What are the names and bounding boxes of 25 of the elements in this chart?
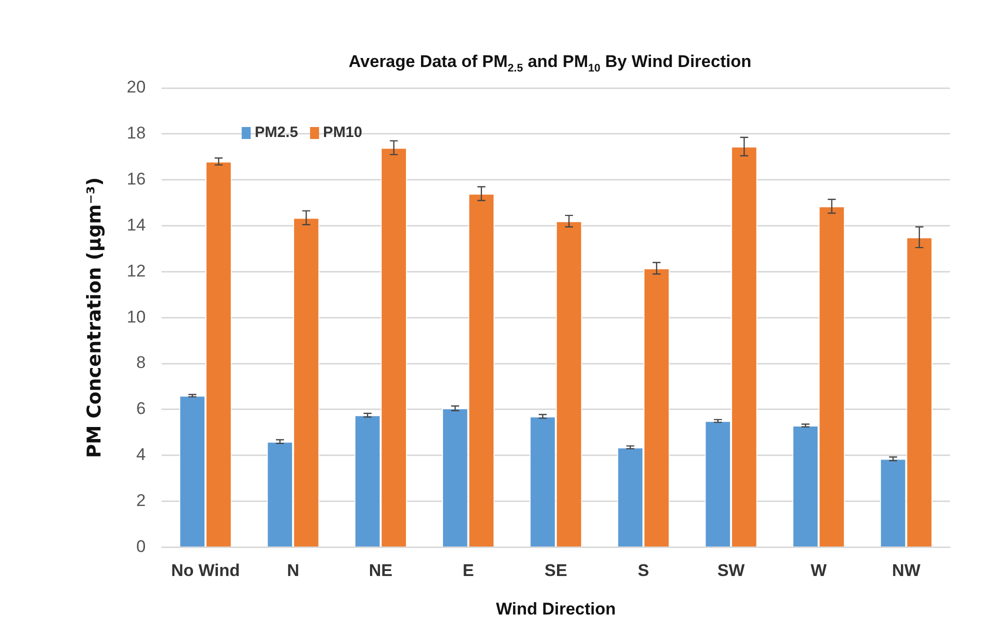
y-tick-label: 18 (126, 124, 146, 143)
y-tick-label: 12 (126, 261, 146, 280)
y-tick-label: 20 (126, 78, 146, 97)
x-tick-label: S (638, 561, 650, 580)
legend-label: PM2.5 (254, 124, 298, 142)
x-tick-label: No Wind (171, 561, 240, 580)
y-axis-title: PM Concentration (µgm⁻³) (83, 177, 106, 458)
x-tick-label: SE (544, 561, 568, 580)
y-tick-label: 0 (136, 536, 146, 556)
y-tick-label: 8 (136, 353, 146, 372)
x-tick-label: SW (717, 561, 746, 580)
y-tick-label: 14 (126, 215, 146, 234)
y-tick-label: 6 (136, 399, 146, 418)
y-tick-label: 16 (126, 170, 146, 189)
y-tick-label: 4 (136, 445, 146, 464)
x-tick-label: E (462, 561, 474, 580)
x-tick-label: W (810, 561, 828, 580)
legend-label: PM10 (323, 124, 362, 142)
x-axis-title: Wind Direction (496, 599, 616, 618)
x-tick-label: N (286, 561, 300, 580)
y-tick-label: 10 (126, 307, 146, 326)
y-tick-label: 2 (136, 490, 146, 510)
chart-title: Average Data of PM$_{2.5}$ and PM$_{10}$ By Wind Direction (348, 52, 752, 74)
x-tick-label: NW (892, 561, 922, 580)
x-tick-label: NE (368, 561, 392, 580)
